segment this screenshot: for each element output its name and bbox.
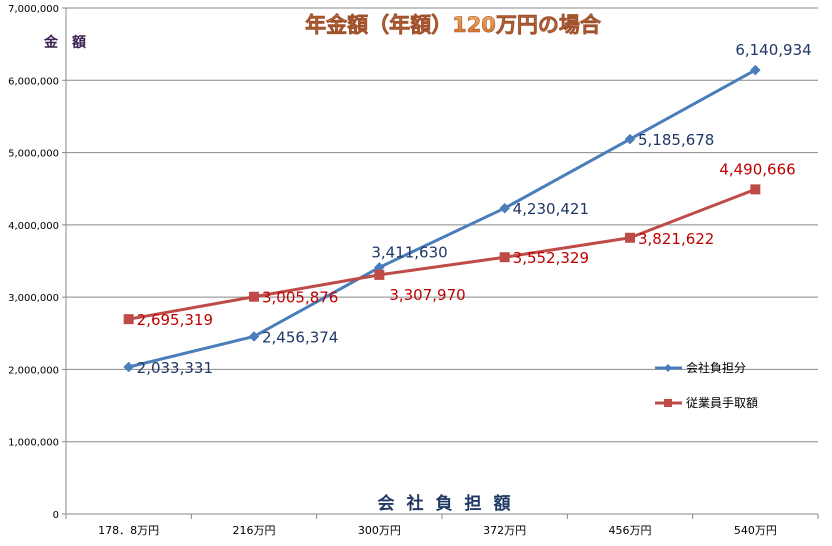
legend-marker	[664, 364, 672, 372]
data-point-marker	[750, 184, 761, 195]
x-tick-label: 216万円	[233, 524, 276, 537]
chart-title: 年金額（年額）120万円の場合	[305, 13, 602, 37]
series-line-2	[128, 187, 756, 321]
data-label: 4,230,421	[513, 200, 589, 218]
x-tick-label: 540万円	[734, 524, 777, 537]
data-point-marker	[123, 314, 134, 325]
data-label: 2,456,374	[262, 328, 338, 346]
data-label: 3,307,970	[389, 286, 465, 304]
y-tick-label: 1,000,000	[8, 438, 59, 449]
x-tick-label: 300万円	[358, 524, 401, 537]
y-tick-label: 2,000,000	[8, 365, 59, 376]
data-point-marker	[499, 252, 510, 263]
data-point-marker	[749, 64, 761, 76]
data-labels: 2,033,331 2,456,374 3,411,630 4,230,421 5,18…	[137, 41, 812, 377]
data-label: 5,185,678	[638, 131, 714, 149]
data-point-marker	[248, 331, 260, 342]
data-point-marker	[123, 361, 135, 373]
data-point-marker	[499, 202, 511, 214]
y-tick-label: 7,000,000	[8, 4, 59, 15]
y-tick-label: 0	[53, 510, 59, 521]
data-label: 3,411,630	[371, 243, 447, 261]
x-axis-ticks: 178．8万円 216万円 300万円 372万円 456万円 540万円	[98, 524, 777, 537]
x-tick-label: 178．8万円	[98, 524, 159, 537]
y-axis-label: 金 額	[43, 34, 86, 51]
data-point-marker	[249, 291, 259, 302]
y-tick-label: 3,000,000	[8, 293, 59, 304]
grid-lines	[66, 7, 818, 443]
x-axis-label: 会社負担額	[378, 493, 523, 514]
data-label: 6,140,934	[735, 41, 811, 59]
data-label: 3,005,876	[262, 289, 338, 307]
series-line-1	[128, 68, 757, 369]
axes	[62, 7, 819, 519]
y-tick-label: 5,000,000	[8, 149, 59, 160]
y-axis-ticks: 0 1,000,000 2,000,000 3,000,000 4,000,000 5,0…	[8, 4, 59, 521]
data-label: 3,821,622	[638, 230, 714, 248]
legend-entry: 従業員手取額	[686, 396, 758, 410]
series-group	[123, 64, 761, 373]
y-tick-label: 4,000,000	[8, 221, 59, 232]
y-tick-label: 6,000,000	[8, 76, 59, 87]
data-label: 2,033,331	[137, 359, 213, 377]
data-point-marker	[624, 133, 636, 145]
x-tick-label: 372万円	[483, 524, 526, 537]
data-label: 4,490,666	[719, 160, 795, 178]
data-point-marker	[374, 269, 385, 280]
data-point-marker	[625, 232, 635, 243]
x-tick-label: 456万円	[609, 524, 652, 537]
legend-entry: 会社負担分	[686, 360, 746, 375]
legend-marker	[664, 399, 672, 407]
data-label: 3,552,329	[513, 249, 589, 267]
data-label: 2,695,319	[137, 311, 213, 329]
